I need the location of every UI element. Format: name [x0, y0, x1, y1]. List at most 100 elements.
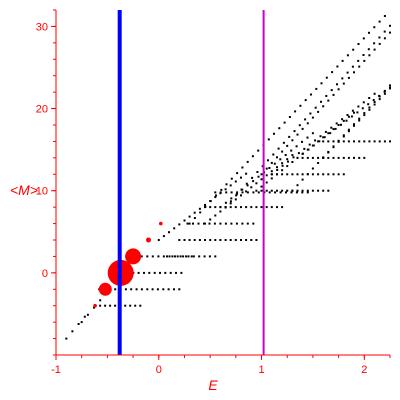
- data-point: [164, 271, 167, 274]
- data-point: [178, 239, 181, 241]
- data-point: [234, 180, 237, 183]
- data-point: [288, 135, 291, 138]
- data-point: [286, 144, 289, 147]
- data-point: [137, 271, 140, 274]
- data-point: [173, 227, 176, 230]
- data-point: [362, 54, 365, 56]
- data-point: [273, 162, 276, 165]
- data-point: [240, 194, 242, 197]
- data-bubble: [146, 237, 151, 243]
- data-point: [367, 48, 370, 51]
- data-point: [389, 87, 391, 90]
- data-point: [383, 140, 386, 143]
- data-point: [353, 123, 355, 126]
- data-point: [71, 330, 74, 333]
- data-point: [346, 71, 349, 74]
- data-point: [213, 222, 216, 225]
- bubble-layer: [93, 221, 163, 308]
- data-point: [267, 138, 270, 141]
- data-point: [373, 103, 376, 106]
- data-point: [373, 42, 376, 45]
- data-point: [268, 167, 271, 169]
- data-point: [297, 152, 300, 155]
- data-point: [193, 217, 196, 219]
- data-point: [185, 255, 188, 258]
- data-point: [225, 191, 228, 194]
- data-point: [179, 255, 182, 258]
- data-point: [234, 239, 237, 241]
- data-point: [143, 271, 145, 274]
- data-point: [353, 111, 355, 114]
- data-point: [273, 132, 275, 135]
- data-point: [332, 146, 335, 149]
- data-point: [351, 109, 354, 112]
- x-tick-label: 0: [156, 364, 162, 376]
- data-point: [109, 304, 112, 307]
- data-point: [347, 156, 350, 159]
- data-point: [367, 103, 370, 106]
- data-point: [308, 143, 311, 146]
- data-point: [104, 304, 107, 307]
- data-point: [317, 156, 320, 159]
- data-point: [293, 130, 296, 133]
- data-point: [378, 42, 381, 45]
- data-point: [265, 174, 268, 177]
- data-point: [296, 173, 299, 176]
- data-point: [324, 130, 327, 133]
- data-point: [346, 114, 349, 116]
- data-point: [347, 130, 350, 133]
- data-point: [246, 184, 249, 187]
- data-point: [383, 37, 386, 40]
- data-point: [198, 255, 201, 258]
- data-point: [257, 191, 260, 194]
- data-point: [332, 156, 335, 159]
- data-point: [301, 127, 304, 130]
- data-point: [157, 239, 160, 241]
- data-point: [352, 48, 355, 51]
- data-point: [204, 222, 206, 225]
- data-point: [337, 88, 340, 91]
- data-point: [284, 154, 287, 156]
- vertical-lines-layer: [117, 10, 265, 355]
- data-point: [291, 189, 294, 192]
- data-point: [124, 304, 127, 307]
- data-point: [363, 156, 366, 159]
- data-point: [351, 65, 354, 68]
- data-point: [373, 101, 376, 103]
- data-point: [229, 184, 232, 187]
- data-point: [303, 147, 306, 150]
- data-point: [314, 106, 317, 109]
- data-point: [240, 239, 242, 241]
- data-point: [224, 206, 227, 209]
- axes-layer: [55, 10, 390, 356]
- data-point: [171, 255, 174, 258]
- data-point: [286, 165, 289, 168]
- data-point: [292, 156, 295, 159]
- data-point: [311, 156, 314, 159]
- data-point: [114, 304, 117, 307]
- data-point: [306, 173, 309, 176]
- data-point: [180, 271, 183, 274]
- data-point: [358, 140, 361, 143]
- data-point: [373, 26, 376, 29]
- data-point: [178, 223, 181, 226]
- data-points-layer: [65, 15, 391, 340]
- data-point: [281, 206, 284, 209]
- data-point: [173, 288, 175, 291]
- data-point: [245, 239, 248, 241]
- data-point: [341, 59, 344, 62]
- data-point: [203, 255, 206, 258]
- data-point: [311, 173, 314, 176]
- data-point: [276, 169, 279, 171]
- data-point: [331, 71, 334, 74]
- data-point: [186, 222, 189, 225]
- data-point: [268, 191, 271, 194]
- data-point: [363, 140, 366, 143]
- data-point: [357, 59, 360, 62]
- data-point: [283, 121, 286, 124]
- data-point: [317, 173, 320, 176]
- data-point: [169, 271, 172, 274]
- data-point: [345, 119, 348, 122]
- data-point: [209, 206, 212, 209]
- data-point: [337, 173, 340, 176]
